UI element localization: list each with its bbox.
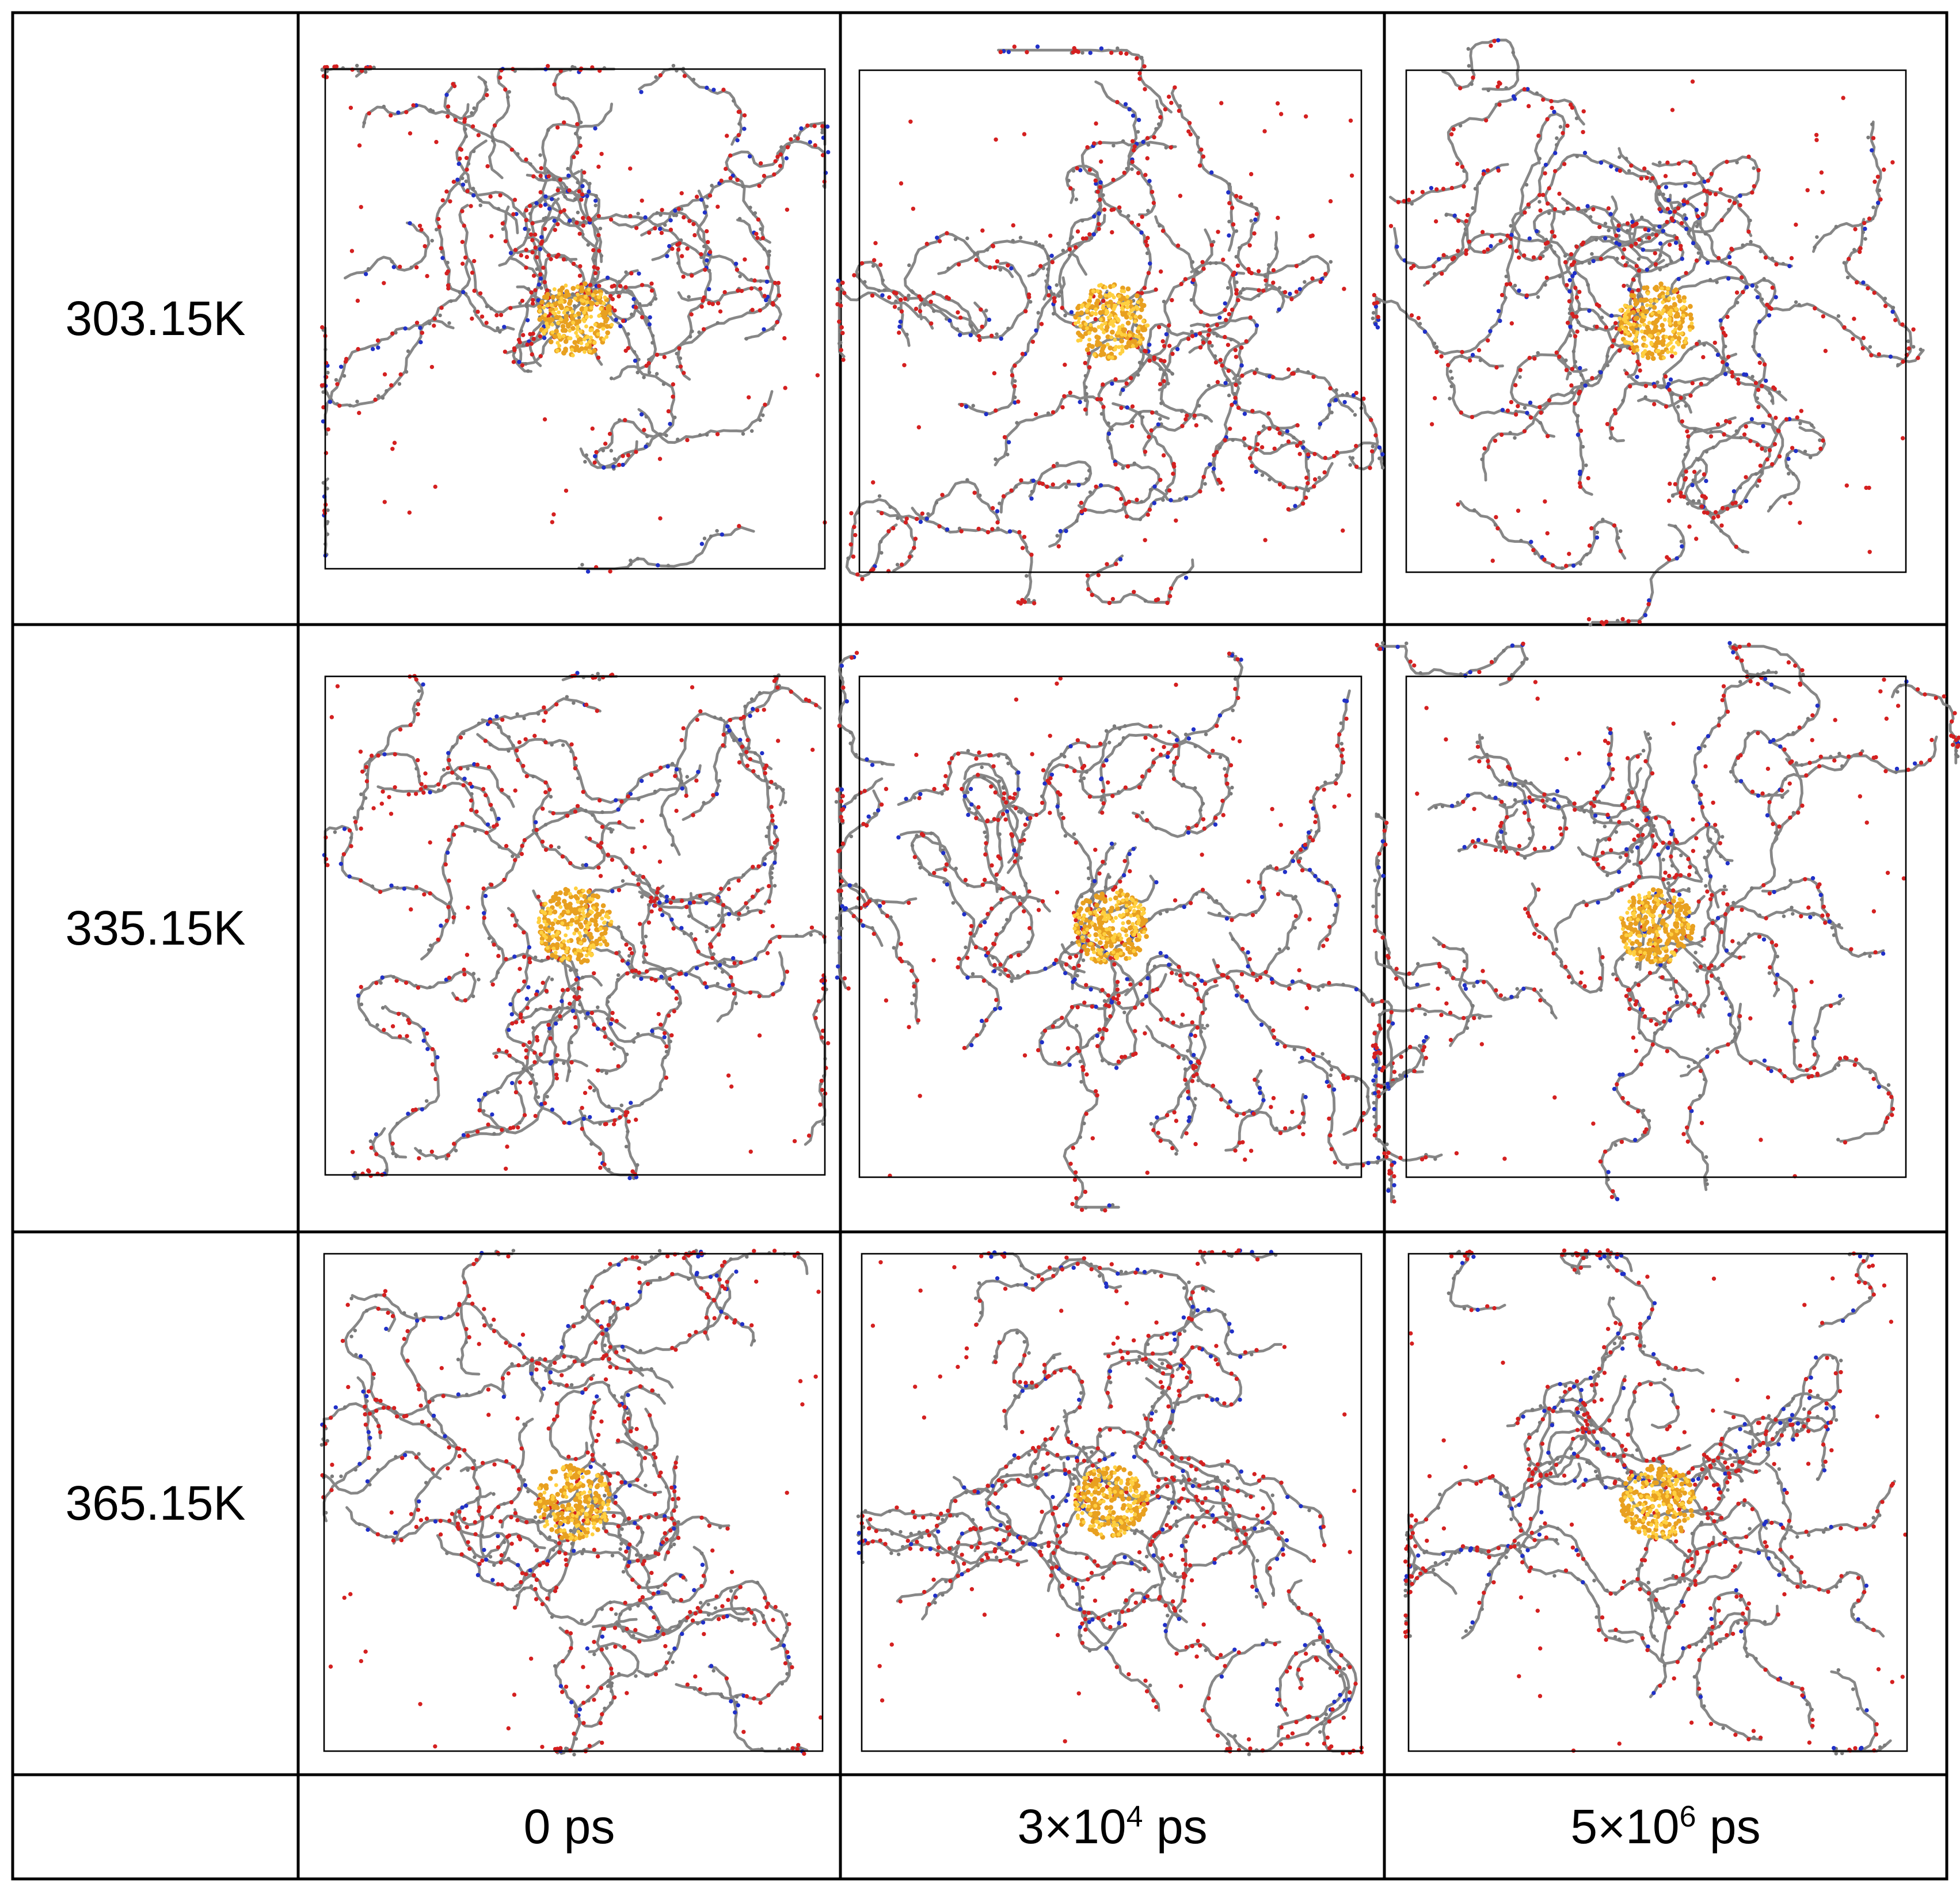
molecular-snapshot <box>1371 641 1960 1201</box>
time-5e6-exponent: 6 <box>1679 1800 1696 1833</box>
carbon-atoms <box>1371 47 1923 627</box>
molecular-snapshot <box>1371 38 1925 627</box>
snapshot-303K-5e6ps <box>1371 38 1925 627</box>
simulation-box <box>1407 1253 1908 1752</box>
oxygen-atoms <box>319 64 827 574</box>
nanoparticle-core-highlight <box>538 283 614 357</box>
column-label-3e4ps: 3×104 ps <box>840 1775 1384 1879</box>
molecular-snapshot <box>834 650 1397 1213</box>
simulation-box <box>323 1253 824 1752</box>
nanoparticle-core-highlight <box>1073 283 1150 360</box>
polymer-chains <box>838 655 1393 1209</box>
oxygen-atoms <box>1371 641 1960 1200</box>
row-label-303K: 303.15K <box>65 291 246 345</box>
time-0ps-text: 0 ps <box>523 1799 615 1854</box>
nanoparticle-core-highlight <box>1619 891 1692 963</box>
nitrogen-atoms <box>321 65 831 574</box>
polymer-chains <box>322 1252 809 1753</box>
nanoparticle-core-highlight <box>1623 1470 1697 1540</box>
time-5e6-base: 5×10 <box>1570 1799 1680 1854</box>
nitrogen-atoms <box>857 1248 1352 1712</box>
simulation-box <box>1405 69 1907 573</box>
nitrogen-atoms <box>1373 38 1895 618</box>
snapshot-335K-5e6ps <box>1371 641 1960 1201</box>
molecular-snapshot <box>319 63 831 574</box>
carbon-atoms <box>856 1250 1350 1756</box>
nanoparticle-core-highlight <box>1072 891 1147 962</box>
nanoparticle-core-highlight <box>1073 1465 1151 1538</box>
nitrogen-atoms <box>836 44 1385 580</box>
nitrogen-atoms <box>1403 1249 1874 1751</box>
oxygen-atoms <box>835 650 1397 1213</box>
snapshot-365K-5e6ps <box>1403 1248 1908 1756</box>
molecular-snapshot <box>319 1249 824 1757</box>
snapshot-303K-3e4ps <box>835 44 1385 606</box>
nitrogen-atoms <box>835 653 1396 1208</box>
time-3e4-base: 3×10 <box>1017 1799 1126 1854</box>
column-label-5e6ps: 5×106 ps <box>1384 1775 1947 1879</box>
nanoparticle-core-highlight <box>536 886 614 962</box>
time-5e6-unit: ps <box>1696 1799 1761 1854</box>
molecular-snapshot <box>835 44 1385 606</box>
snapshot-335K-0ps <box>322 671 831 1181</box>
molecular-snapshot <box>856 1248 1364 1756</box>
simulation-box <box>324 68 826 570</box>
carbon-atoms <box>320 63 827 568</box>
oxygen-atoms <box>324 672 831 1178</box>
carbon-atoms <box>319 1249 802 1757</box>
nanoparticle-core-highlight <box>537 1465 611 1541</box>
simulation-box <box>858 69 1363 573</box>
row-label-365K: 365.15K <box>65 1476 246 1530</box>
nanoparticle-core <box>1073 1465 1148 1540</box>
snapshot-365K-3e4ps <box>856 1248 1364 1756</box>
nitrogen-atoms <box>322 671 826 1181</box>
nitrogen-atoms <box>1371 641 1960 1201</box>
snapshot-303K-0ps <box>319 63 831 574</box>
simulation-box <box>1405 675 1907 1178</box>
polymer-chains <box>838 48 1384 604</box>
molecular-snapshot <box>1403 1248 1908 1756</box>
nanoparticle-core <box>1073 282 1148 361</box>
snapshot-335K-3e4ps <box>834 650 1397 1213</box>
polymer-chains <box>324 675 827 1177</box>
polymer-chains <box>1407 1252 1896 1753</box>
simulation-box <box>858 675 1363 1178</box>
nanoparticle-core <box>1073 888 1149 965</box>
time-3e4-unit: ps <box>1143 1799 1208 1854</box>
oxygen-atoms <box>835 44 1378 606</box>
snapshot-365K-0ps <box>319 1249 824 1757</box>
simulation-box <box>861 1253 1363 1752</box>
simulation-box <box>324 675 826 1176</box>
molecular-snapshot <box>322 671 831 1181</box>
oxygen-atoms <box>320 1249 823 1756</box>
carbon-atoms <box>834 652 1396 1212</box>
nanoparticle-core-highlight <box>1618 286 1694 360</box>
carbon-atoms <box>1371 641 1960 1186</box>
time-3e4-exponent: 4 <box>1126 1800 1143 1833</box>
polymer-chains <box>324 67 827 570</box>
row-label-335K: 335.15K <box>65 901 246 955</box>
oxygen-atoms <box>1372 39 1920 626</box>
column-label-0ps: 0 ps <box>298 1775 840 1879</box>
